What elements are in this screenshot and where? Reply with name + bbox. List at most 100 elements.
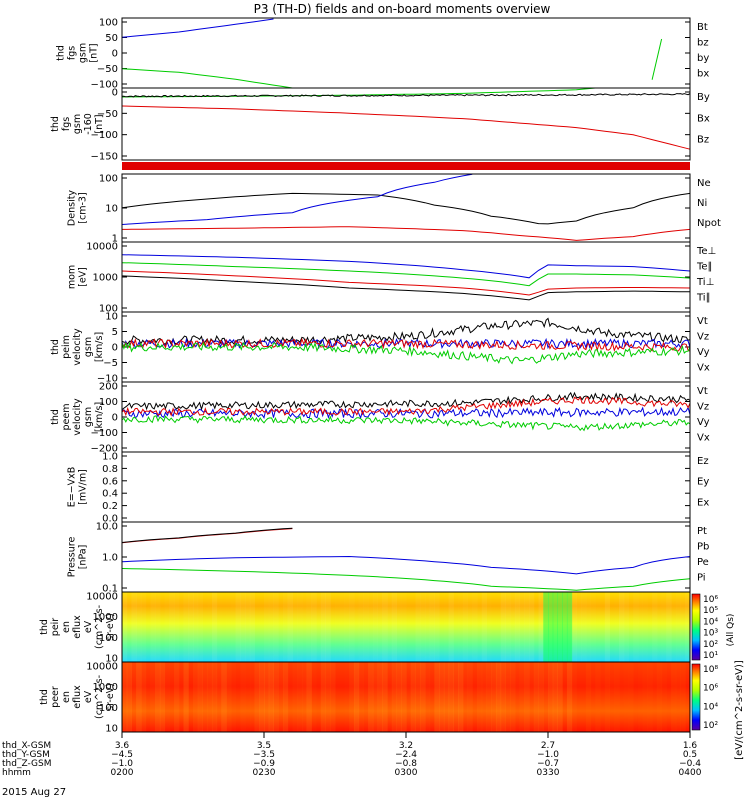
series-line — [121, 270, 691, 296]
spectrogram-column — [183, 662, 189, 732]
spectrogram-column — [131, 662, 136, 732]
spectrogram-column — [320, 662, 327, 732]
y-axis-label: eflux — [72, 615, 83, 639]
spectrogram-column — [609, 662, 615, 732]
panel-frame — [121, 173, 691, 243]
legend-entry: Vt — [697, 386, 708, 397]
y-tick-label: −100 — [91, 428, 118, 439]
spectrogram-column — [372, 592, 379, 662]
spectrogram-column — [647, 592, 652, 662]
spectrogram-column — [396, 662, 402, 732]
spectrogram-column — [595, 662, 601, 732]
spectrogram-column — [462, 592, 469, 662]
spectrogram-column — [538, 662, 544, 732]
y-axis-label: [eV] — [78, 267, 89, 287]
series-line — [121, 391, 691, 411]
spectrogram-column — [193, 592, 199, 662]
spectrogram-column — [179, 662, 184, 732]
y-axis-label: en — [61, 621, 72, 633]
spectrogram-column — [363, 662, 368, 732]
series-line — [121, 93, 691, 98]
spectrogram-column — [122, 662, 128, 732]
series-line — [121, 68, 293, 89]
spectrogram-column — [311, 592, 317, 662]
spectrogram-column — [340, 592, 345, 662]
series-line — [121, 568, 691, 591]
spectrogram-column — [160, 592, 165, 662]
spectrogram-column — [614, 592, 619, 662]
spectrogram-column — [534, 592, 539, 662]
x-tick-label: −0.9 — [253, 759, 275, 769]
spectrogram-column — [458, 662, 464, 732]
spectrogram-column — [524, 662, 530, 732]
spectrogram-column — [415, 592, 421, 662]
y-axis-label: thd — [56, 45, 67, 61]
spectrogram-column — [647, 662, 653, 732]
spectrogram-column — [301, 662, 308, 732]
spectrogram-column — [481, 592, 487, 662]
spectrogram-column — [500, 592, 506, 662]
spectrogram-column — [226, 662, 232, 732]
spectrogram-column — [543, 592, 549, 662]
spectrogram-column — [643, 592, 648, 662]
spectrogram-column — [325, 592, 331, 662]
spectrogram-column — [566, 592, 573, 662]
spectrogram-column — [255, 592, 260, 662]
spectrogram-column — [306, 662, 312, 732]
y-tick-label: 0 — [112, 413, 118, 424]
legend-entry: Ti∥ — [696, 293, 711, 304]
spectrogram-column — [165, 662, 170, 732]
spectrogram-column — [240, 592, 246, 662]
spectrogram-column — [211, 662, 218, 732]
spectrogram-column — [330, 592, 335, 662]
legend-entry: bz — [697, 38, 709, 49]
spectrogram-column — [382, 662, 388, 732]
panel-5: thd peim velocity gsm [km/s]10 5 0 −5 −10 Vt Vz Vy V… — [50, 311, 710, 385]
spectrogram-column — [353, 662, 360, 732]
spectrogram-column — [406, 592, 411, 662]
spectrogram-column — [562, 662, 567, 732]
panel-frame — [121, 451, 691, 523]
spectrogram-column — [146, 592, 151, 662]
spectrogram-column — [604, 592, 611, 662]
legend-entry: Vx — [697, 433, 710, 444]
panel-8: Pressure [nPa] 10.0 1.0 0.1 Pt Pb Pe Pi — [67, 521, 709, 595]
legend-entry: Te⊥ — [696, 246, 716, 257]
y-tick-label: 100 — [99, 174, 118, 185]
colorbar-title: [eV/(cm^2-s-sr-eV)] — [734, 660, 745, 760]
x-axis-row-label: thd_X-GSM — [2, 741, 51, 751]
legend-entry: Pt — [697, 526, 707, 537]
colorbar-label: 10¹ — [703, 651, 718, 661]
spectrogram-column — [548, 592, 554, 662]
y-axis-label: thd — [39, 689, 50, 705]
y-axis-label: [nPa] — [78, 545, 89, 570]
spectrogram-column — [188, 592, 194, 662]
spectrogram-column — [368, 662, 374, 732]
spectrogram-column — [453, 592, 458, 662]
spectrogram-column — [297, 662, 302, 732]
spectrogram-column — [268, 662, 274, 732]
spectrogram-column — [169, 592, 175, 662]
legend-entry: Pe — [697, 557, 709, 568]
spectrogram-column — [591, 662, 596, 732]
y-axis-label: [mV/m] — [78, 469, 89, 505]
spectrogram-column — [642, 662, 648, 732]
y-tick-label: 10 — [105, 204, 118, 215]
y-tick-label: 10 — [105, 654, 118, 665]
y-axis-label: fgs — [61, 117, 72, 131]
spectrogram-column — [633, 592, 638, 662]
y-axis-label: [km/s] — [94, 332, 105, 362]
spectrogram-column — [363, 592, 369, 662]
legend-entry: Ez — [697, 456, 709, 467]
y-tick-label: 0.8 — [102, 464, 118, 475]
spectrogram-column — [391, 662, 398, 732]
spectrogram-column — [500, 662, 506, 732]
spectrogram-column — [519, 662, 525, 732]
legend-entry: Vt — [697, 316, 708, 327]
spectrogram-column — [146, 662, 151, 732]
spectrogram-column — [236, 662, 241, 732]
spectrogram-column — [202, 662, 208, 732]
y-tick-label: 1000 — [93, 682, 118, 693]
spectrogram-column — [496, 592, 501, 662]
